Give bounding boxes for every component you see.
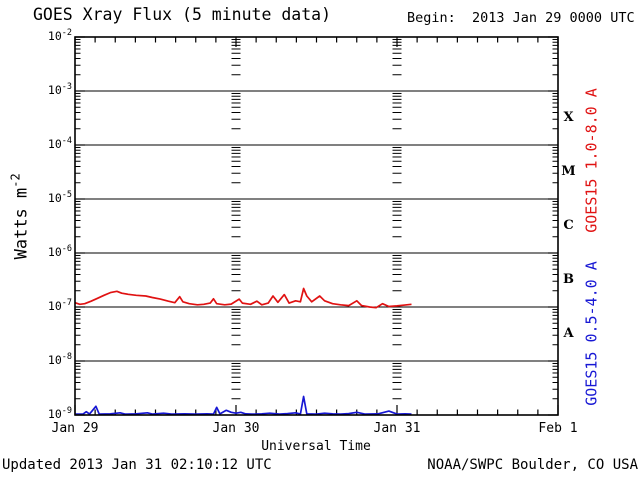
x-axis-title: Universal Time	[261, 439, 371, 454]
axis-ticks	[74, 36, 559, 416]
flare-class-label: M	[561, 164, 576, 179]
y-tick-label: 10-9	[47, 406, 72, 421]
y-tick-label: 10-6	[47, 244, 72, 259]
plot-border	[74, 36, 559, 416]
y-tick-label: 10-4	[47, 136, 72, 151]
legend-goes15-short: GOES15 0.5-4.0 A	[582, 261, 601, 406]
goes15-short-channel-line	[75, 395, 412, 415]
goes15-long-channel-line	[74, 287, 412, 309]
day-boundary-tick-columns	[231, 38, 402, 400]
decade-gridlines	[75, 90, 558, 362]
page-title: GOES Xray Flux (5 minute data)	[33, 5, 332, 24]
flare-class-label: X	[563, 110, 574, 125]
flare-class-label: B	[563, 272, 574, 287]
flare-class-label: A	[563, 326, 574, 341]
y-tick-label: 10-3	[47, 82, 72, 97]
x-tick-label: Feb 1	[538, 421, 578, 436]
x-tick-label: Jan 30	[212, 421, 260, 436]
x-tick-label: Jan 29	[51, 421, 99, 436]
source-attribution: NOAA/SWPC Boulder, CO USA	[427, 457, 638, 473]
begin-time-label: Begin: 2013 Jan 29 0000 UTC	[407, 10, 635, 26]
flare-class-label: C	[563, 218, 574, 233]
legend-goes15-long: GOES15 1.0-8.0 A	[582, 88, 601, 233]
x-tick-label: Jan 31	[373, 421, 421, 436]
y-tick-label: 10-7	[47, 298, 72, 313]
y-tick-label: 10-5	[47, 190, 72, 205]
y-tick-label: 10-2	[47, 28, 72, 43]
updated-timestamp: Updated 2013 Jan 31 02:10:12 UTC	[2, 457, 272, 473]
y-tick-label: 10-8	[47, 352, 72, 367]
